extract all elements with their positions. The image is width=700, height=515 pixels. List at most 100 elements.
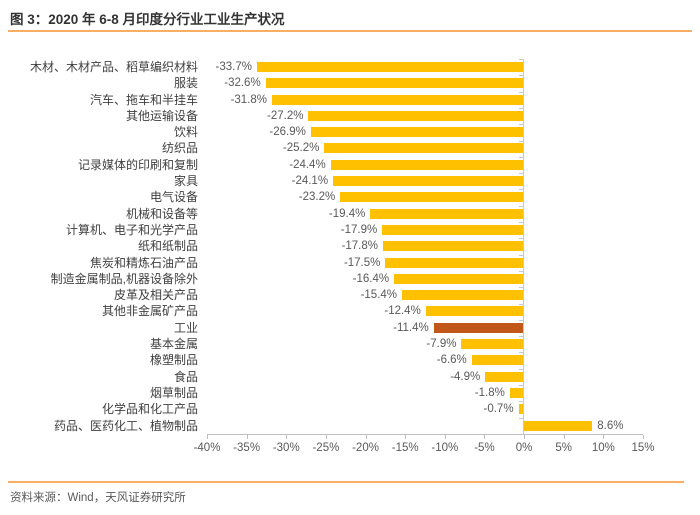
category-label: 纸和纸制品 — [137, 239, 198, 254]
bar — [461, 339, 525, 350]
category-label: 焦炭和精炼石油产品 — [89, 255, 198, 270]
bar-track: -27.2% — [207, 108, 643, 124]
chart-row: 纺织品 -25.2% — [10, 140, 690, 156]
bar-track: -26.9% — [207, 124, 643, 140]
chart-row: 纸和纸制品 -17.8% — [10, 238, 690, 254]
x-axis-tick — [286, 435, 288, 439]
x-axis-tick — [603, 435, 605, 439]
x-axis-tick-label: -10% — [431, 442, 459, 454]
chart-row: 电气设备 -23.2% — [10, 189, 690, 205]
category-label: 木材、木材产品、稻草编织材料 — [29, 60, 198, 74]
chart-row: 家具 -24.1% — [10, 173, 690, 189]
chart-row: 木材、木材产品、稻草编织材料 -33.7% — [10, 59, 690, 75]
category-label: 橡塑制品 — [149, 353, 198, 368]
value-label: -16.4% — [352, 272, 390, 285]
chart-row: 工业 -11.4% — [10, 320, 690, 336]
x-axis-tick — [643, 435, 644, 439]
bar-track: -33.7% — [207, 59, 643, 75]
bar-track: -4.9% — [207, 369, 643, 385]
chart-row: 其他运输设备 -27.2% — [10, 108, 690, 124]
value-label: -15.4% — [360, 289, 398, 302]
chart-row: 橡塑制品 -6.6% — [10, 352, 690, 368]
value-label: -24.1% — [291, 175, 329, 188]
x-axis-tick-label: -30% — [272, 442, 300, 454]
bar-track: -31.8% — [207, 92, 643, 108]
bar-track: -19.4% — [207, 206, 643, 222]
value-label: -0.7% — [483, 403, 514, 416]
chart-row: 机械和设备等 -19.4% — [10, 206, 690, 222]
category-label: 制造金属制品,机器设备除外 — [50, 271, 198, 286]
chart-row: 计算机、电子和光学产品 -17.9% — [10, 222, 690, 238]
chart-row: 烟草制品 -1.8% — [10, 385, 690, 401]
x-axis-tick-label: 5% — [555, 442, 573, 454]
chart-row: 记录媒体的印刷和复制 -24.4% — [10, 157, 690, 173]
x-axis-tick-label: -5% — [474, 442, 495, 454]
bar-track: -1.8% — [207, 385, 643, 401]
bar-track: -6.6% — [207, 352, 643, 368]
bar — [340, 192, 525, 203]
bar-track: -7.9% — [207, 336, 643, 352]
x-axis-tick — [563, 435, 565, 439]
category-label: 汽车、拖车和半挂车 — [89, 92, 198, 107]
bar-track: -0.7% — [207, 401, 643, 417]
bar — [333, 176, 525, 187]
x-axis-tick — [246, 435, 248, 439]
category-label: 计算机、电子和光学产品 — [65, 222, 198, 237]
bar — [382, 241, 525, 252]
chart-row: 食品 -4.9% — [10, 369, 690, 385]
bar — [471, 355, 525, 366]
chart-row: 服装 -32.6% — [10, 75, 690, 91]
chart-row: 汽车、拖车和半挂车 -31.8% — [10, 92, 690, 108]
bar-track: -32.6% — [207, 75, 643, 91]
value-label: -33.7% — [215, 61, 252, 73]
chart-row: 基本金属 -7.9% — [10, 336, 690, 352]
x-axis-tick — [325, 435, 327, 439]
bar — [385, 257, 525, 268]
chart-row: 药品、医药化工、植物制品 8.6% — [10, 418, 690, 434]
bar — [256, 62, 525, 72]
category-label: 化学品和化工产品 — [101, 402, 198, 417]
value-label: -11.4% — [393, 321, 429, 334]
value-label: -26.9% — [269, 126, 306, 139]
x-axis-tick-label: 10% — [591, 442, 615, 454]
bar — [485, 371, 525, 382]
value-label: -12.4% — [384, 305, 421, 318]
x-axis-tick-label: -20% — [352, 442, 379, 454]
bar-highlight — [433, 322, 525, 333]
chart-rows: 木材、木材产品、稻草编织材料 -33.7% 服装 -32.6% 汽车、拖车和半挂车 -31… — [10, 59, 690, 434]
bar — [524, 420, 593, 431]
value-label: -23.2% — [298, 191, 336, 204]
x-axis-tick — [405, 435, 407, 439]
x-axis-tick-label: 0% — [515, 442, 533, 454]
value-label: -24.4% — [289, 158, 326, 171]
x-axis: -40% -35% -30% -25% -20% -15% -10% -5% 0% 5% 10% 15… — [194, 434, 655, 465]
value-label: -17.8% — [341, 240, 378, 253]
category-label: 家具 — [173, 174, 198, 189]
category-label: 记录媒体的印刷和复制 — [77, 157, 198, 172]
bar-chart: 木材、木材产品、稻草编织材料 -33.7% 服装 -32.6% 汽车、拖车和半挂车 -31… — [10, 59, 690, 469]
value-label: -4.9% — [450, 370, 481, 383]
bar — [394, 273, 525, 284]
bar — [382, 224, 525, 235]
bar-track: -23.2% — [207, 189, 643, 205]
title-divider-line — [8, 30, 692, 32]
bar-track: -12.4% — [207, 303, 643, 319]
bar — [370, 208, 525, 219]
x-axis-tick — [484, 435, 486, 439]
source-note: 资料来源：Wind，天风证券研究所 — [10, 492, 186, 504]
value-label: 8.6% — [597, 419, 624, 432]
bar-track: 8.6% — [207, 418, 643, 434]
x-axis-tick — [207, 435, 208, 439]
value-label: -1.8% — [474, 386, 505, 399]
category-label: 工业 — [173, 320, 198, 335]
category-label: 电气设备 — [149, 190, 198, 205]
category-label: 饮料 — [173, 125, 198, 140]
category-label: 其他非金属矿产品 — [101, 304, 198, 319]
value-label: -25.2% — [282, 142, 320, 155]
bar-track: -15.4% — [207, 287, 643, 303]
category-label: 机械和设备等 — [125, 206, 198, 221]
x-axis-tick-label: -25% — [312, 442, 340, 454]
x-axis-tick — [365, 435, 367, 439]
value-label: -32.6% — [224, 77, 261, 90]
